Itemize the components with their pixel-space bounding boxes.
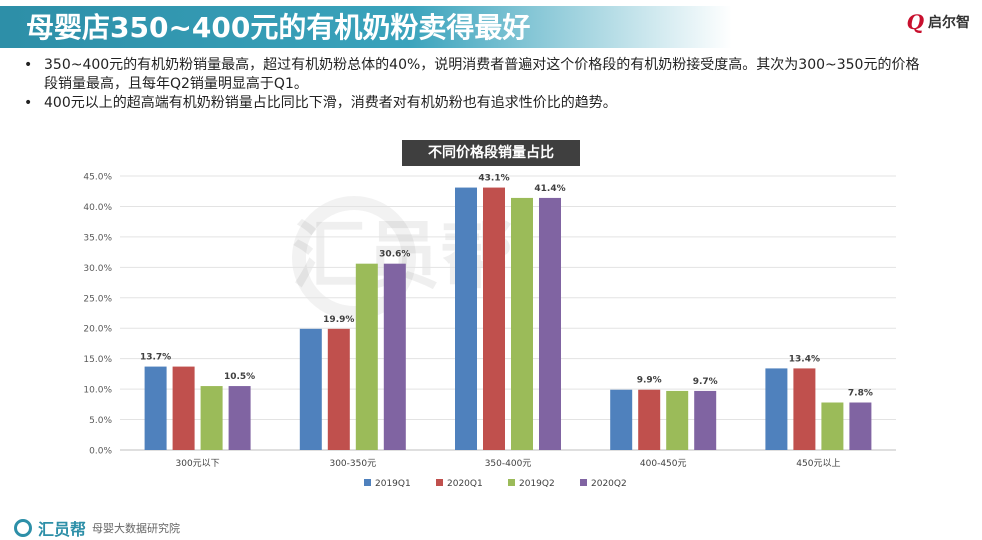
y-tick-label: 20.0% — [83, 325, 112, 335]
y-tick-label: 10.0% — [83, 386, 112, 396]
legend-swatch — [364, 479, 371, 486]
bar — [455, 187, 477, 450]
bar — [327, 328, 350, 450]
x-tick-label: 300-350元 — [329, 459, 376, 469]
legend-swatch — [508, 479, 515, 486]
bar — [638, 389, 661, 450]
legend-label: 2020Q2 — [591, 479, 627, 489]
bar — [849, 402, 872, 450]
footer-subtitle: 母婴大数据研究院 — [92, 522, 181, 535]
data-label: 13.7% — [140, 353, 171, 363]
bar — [666, 390, 689, 450]
legend-swatch — [436, 479, 443, 486]
x-tick-label: 450元以上 — [796, 458, 840, 469]
y-tick-label: 40.0% — [83, 203, 112, 213]
data-label: 41.4% — [534, 184, 565, 194]
bar — [610, 389, 633, 450]
bar — [694, 390, 717, 450]
footer-logo-icon — [14, 519, 32, 537]
bar — [511, 197, 533, 450]
footer-logo: 汇员帮 母婴大数据研究院 — [14, 516, 180, 540]
data-label: 43.1% — [478, 174, 509, 184]
y-tick-label: 15.0% — [83, 355, 112, 365]
data-label: 13.4% — [789, 354, 820, 364]
summary-bullets: 350~400元的有机奶粉销量最高，超过有机奶粉总体的40%，说明消费者普遍对这… — [22, 56, 922, 113]
data-label: 7.8% — [848, 389, 873, 399]
bar — [539, 197, 561, 450]
chart-title: 不同价格段销量占比 — [402, 140, 580, 166]
legend-label: 2019Q2 — [519, 479, 555, 489]
x-tick-label: 400-450元 — [640, 459, 687, 469]
page-title: 母婴店350~400元的有机奶粉卖得最好 — [26, 11, 531, 44]
y-tick-label: 30.0% — [83, 264, 112, 274]
bar — [355, 263, 378, 450]
bar — [228, 386, 251, 450]
legend-label: 2019Q1 — [375, 479, 411, 489]
bar — [383, 263, 406, 450]
bar — [200, 386, 223, 450]
footer-name: 汇员帮 — [38, 520, 87, 539]
bar — [144, 366, 167, 450]
x-tick-label: 350-400元 — [485, 459, 532, 469]
bar — [483, 187, 505, 450]
data-label: 30.6% — [379, 250, 410, 260]
legend-swatch — [580, 479, 587, 486]
data-label: 9.7% — [693, 377, 718, 387]
title-accent — [0, 6, 12, 48]
bullet-item: 350~400元的有机奶粉销量最高，超过有机奶粉总体的40%，说明消费者普遍对这… — [22, 56, 922, 94]
logo-text: 启尔智 — [928, 15, 970, 31]
y-tick-label: 35.0% — [83, 233, 112, 243]
data-label: 19.9% — [323, 315, 354, 325]
bar — [821, 402, 844, 450]
bar — [299, 328, 322, 450]
y-tick-label: 5.0% — [89, 416, 112, 426]
header-bar: 母婴店350~400元的有机奶粉卖得最好 Q 启尔智 — [0, 0, 982, 52]
legend-label: 2020Q1 — [447, 479, 483, 489]
y-tick-label: 0.0% — [89, 447, 112, 457]
x-tick-label: 300元以下 — [176, 459, 220, 469]
brand-logo: Q 启尔智 — [907, 10, 970, 34]
y-tick-label: 25.0% — [83, 294, 112, 304]
bar — [172, 366, 195, 450]
title-band — [12, 6, 732, 48]
data-label: 10.5% — [224, 372, 255, 382]
logo-mark: Q — [906, 10, 924, 34]
y-tick-label: 45.0% — [83, 173, 112, 183]
bullet-item: 400元以上的超高端有机奶粉销量占比同比下滑，消费者对有机奶粉也有追求性价比的趋… — [22, 94, 922, 113]
bar — [765, 368, 788, 450]
data-label: 9.9% — [637, 376, 662, 386]
bar — [793, 368, 816, 450]
